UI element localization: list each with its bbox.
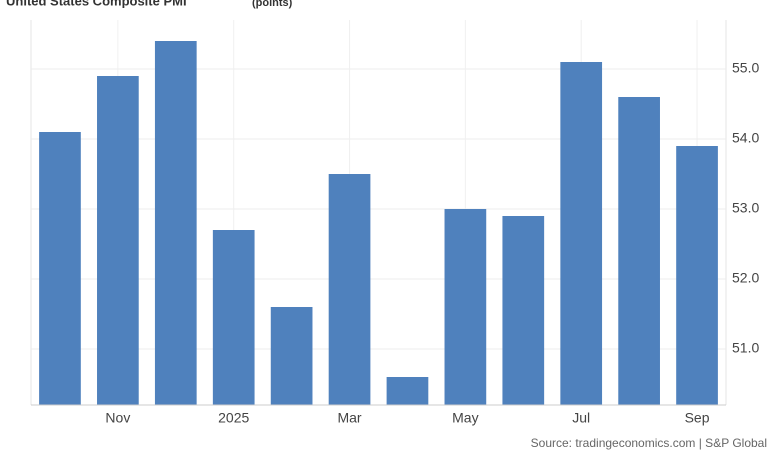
bar	[154, 41, 197, 405]
y-tick-label: 52.0	[732, 270, 759, 286]
x-tick-label: Mar	[337, 410, 361, 426]
chart-title: United States Composite PMI	[6, 0, 187, 8]
source: Source: tradingeconomics.com | S&P Globa…	[531, 436, 767, 450]
bar	[444, 209, 487, 405]
x-tick-label: 2025	[218, 410, 249, 426]
bar	[270, 307, 313, 405]
chart-unit: (points)	[252, 0, 293, 9]
y-tick-label: 53.0	[732, 200, 759, 216]
y-tick-label: 54.0	[732, 130, 759, 146]
bar	[560, 62, 603, 405]
y-tick-label: 55.0	[732, 60, 759, 76]
x-tick-label: Sep	[685, 410, 710, 426]
bar	[39, 132, 81, 405]
bar	[97, 76, 139, 405]
bar	[618, 97, 660, 405]
bar	[328, 174, 371, 405]
bar	[676, 146, 718, 405]
x-tick-label: May	[452, 410, 478, 426]
bar	[386, 377, 429, 405]
x-tick-label: Jul	[572, 410, 590, 426]
x-tick-label: Nov	[105, 410, 130, 426]
y-tick-label: 51.0	[732, 340, 759, 356]
bar	[212, 230, 255, 405]
bar	[502, 216, 545, 405]
